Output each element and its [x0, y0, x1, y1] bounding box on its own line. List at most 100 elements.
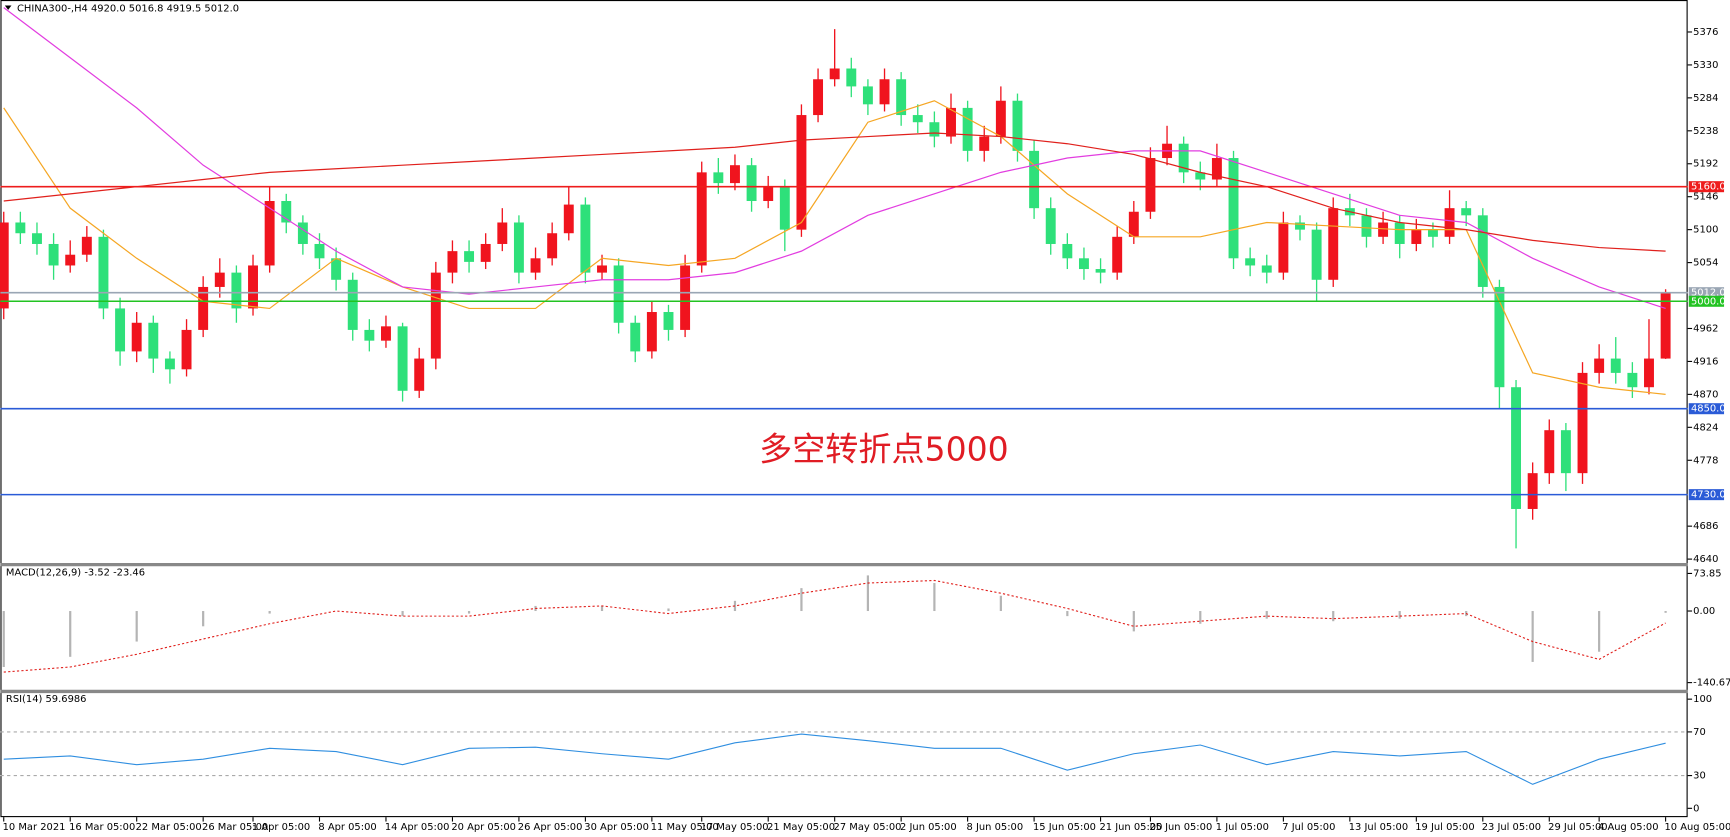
candle-body	[1128, 211, 1139, 237]
x-tick-label: 23 Jul 05:00	[1482, 822, 1541, 833]
candle-body	[829, 68, 840, 80]
candle-body	[713, 172, 724, 184]
y-tick-label: 70	[1693, 727, 1706, 738]
candle-body	[231, 272, 242, 309]
candle-body	[763, 186, 774, 202]
candle-body	[430, 272, 441, 359]
candle-body	[381, 326, 391, 341]
price-level-box	[1688, 181, 1725, 193]
candle-body	[1594, 358, 1605, 373]
candle-body	[1644, 358, 1654, 388]
candle-body	[879, 79, 890, 105]
rsi-line	[3, 733, 1666, 785]
candle-body	[131, 322, 142, 352]
candle-body	[214, 272, 225, 287]
candle-body	[1328, 208, 1339, 280]
candle-body	[1278, 222, 1289, 273]
x-tick-label: 1 Apr 05:00	[252, 822, 310, 833]
candle-body	[447, 251, 458, 273]
candle-body	[1228, 158, 1239, 259]
candle-body	[547, 233, 558, 259]
candle-body	[796, 115, 807, 230]
x-tick-label: 26 Apr 05:00	[518, 822, 583, 833]
x-tick-label: 19 Jul 05:00	[1415, 822, 1474, 833]
candle-body	[414, 358, 425, 391]
candle-body	[1627, 372, 1638, 388]
candle-body	[314, 243, 325, 259]
y-tick-label: 5376	[1693, 27, 1718, 38]
candle-body	[1295, 222, 1305, 230]
candle-body	[1511, 387, 1522, 509]
candle-body	[513, 222, 524, 273]
candle-body	[1311, 229, 1322, 280]
y-tick-label: 5100	[1693, 225, 1718, 236]
price-level-label: 4730.0	[1691, 490, 1726, 501]
price-level-label: 4850.0	[1691, 404, 1726, 415]
x-tick-label: 1 Jul 05:00	[1216, 822, 1269, 833]
candle-body	[862, 86, 873, 105]
candle-body	[1078, 258, 1089, 270]
y-tick-label: 5054	[1693, 258, 1718, 269]
candle-body	[1245, 258, 1256, 266]
candle-body	[148, 322, 159, 359]
candle-body	[1012, 100, 1023, 151]
candle-body	[1494, 286, 1505, 388]
candle-body	[1211, 158, 1222, 180]
x-tick-label: 13 Jul 05:00	[1349, 822, 1408, 833]
candle-body	[480, 243, 491, 262]
x-tick-label: 22 Mar 05:00	[136, 822, 202, 833]
candle-body	[696, 172, 707, 266]
candle-body	[48, 243, 59, 266]
candle-body	[1394, 222, 1405, 244]
candle-body	[364, 329, 375, 341]
y-tick-label: 4778	[1693, 455, 1718, 466]
x-tick-label: 2 Jun 05:00	[900, 822, 957, 833]
x-tick-label: 30 Apr 05:00	[584, 822, 649, 833]
x-tick-label: 10 Aug 05:00	[1665, 822, 1730, 833]
menu-triangle[interactable]	[4, 5, 12, 10]
price-level-label: 5012.0	[1691, 288, 1726, 299]
y-tick-label: 5284	[1693, 93, 1718, 104]
candle-body	[397, 326, 408, 391]
candle-body	[1427, 229, 1438, 237]
x-tick-label: 8 Apr 05:00	[318, 822, 376, 833]
price-level-label: 5000.0	[1691, 296, 1726, 307]
candle-body	[297, 222, 308, 244]
candle-body	[597, 265, 607, 273]
candle-body	[464, 251, 475, 262]
candle-body	[646, 312, 657, 352]
candle-body	[1195, 172, 1206, 180]
macd-title: MACD(12,26,9) -3.52 -23.46	[6, 567, 145, 578]
candle-body	[813, 79, 824, 116]
candle-body	[946, 107, 956, 137]
x-tick-label: 26 Mar 05:00	[202, 822, 268, 833]
candle-body	[1378, 222, 1389, 237]
y-tick-label: 73.85	[1693, 568, 1721, 579]
candle-body	[995, 100, 1006, 137]
candle-body	[613, 265, 624, 323]
x-tick-label: 11 May 05:00	[651, 822, 719, 833]
candle-body	[181, 329, 192, 370]
y-tick-label: -140.67	[1693, 678, 1730, 689]
price-level-box	[1688, 287, 1725, 299]
candle-body	[779, 186, 790, 230]
candle-body	[1178, 143, 1189, 173]
x-tick-label: 8 Jun 05:00	[967, 822, 1024, 833]
candle-body	[1577, 372, 1588, 474]
candle-body	[264, 201, 275, 266]
candle-body	[580, 204, 591, 273]
candle-body	[81, 236, 92, 255]
candle-body	[1112, 236, 1123, 273]
macd-signal	[3, 579, 1666, 673]
candle-body	[1560, 430, 1571, 474]
candle-body	[1660, 292, 1671, 359]
y-tick-label: 0.00	[1693, 606, 1715, 617]
moving-average	[3, 7, 1666, 310]
candle-body	[680, 265, 691, 330]
y-tick-label: 5238	[1693, 126, 1718, 137]
candle-body	[1261, 265, 1272, 273]
candle-body	[663, 312, 674, 330]
candle-body	[1145, 158, 1156, 212]
